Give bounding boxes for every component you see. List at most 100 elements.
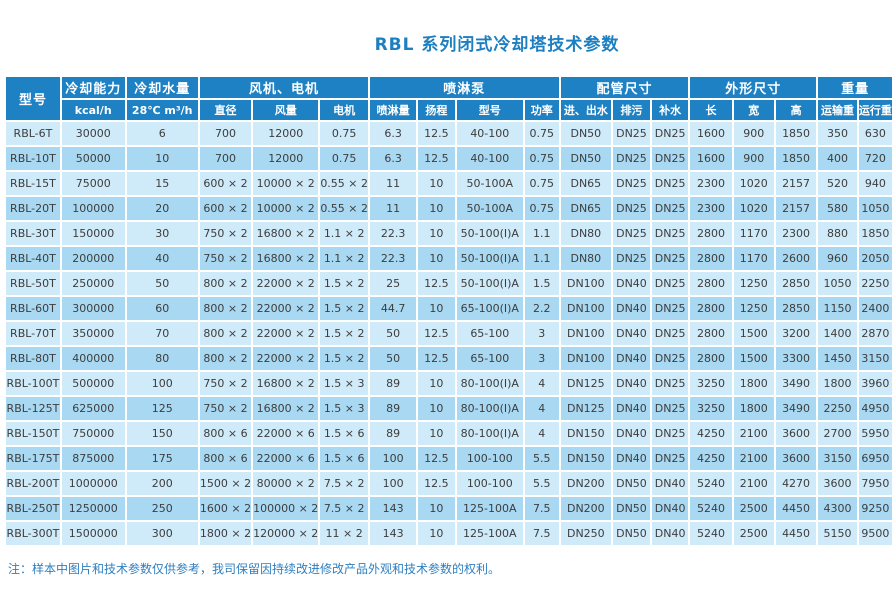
value-cell: 7.5 × 2 bbox=[320, 472, 369, 495]
value-cell: 1500 × 2 bbox=[199, 472, 252, 495]
value-cell: 1800 bbox=[733, 372, 774, 395]
column-unit-header: 进、出水 bbox=[560, 100, 612, 120]
value-cell: DN25 bbox=[651, 322, 689, 345]
column-unit-header: 高 bbox=[775, 100, 817, 120]
value-cell: 0.75 bbox=[525, 197, 559, 220]
value-cell: 4 bbox=[525, 372, 559, 395]
value-cell: 22000 × 2 bbox=[253, 272, 319, 295]
value-cell: 6 bbox=[126, 122, 198, 145]
value-cell: 12.5 bbox=[418, 147, 455, 170]
value-cell: DN40 bbox=[651, 497, 689, 520]
value-cell: 7.5 × 2 bbox=[320, 497, 369, 520]
value-cell: 10 bbox=[418, 222, 455, 245]
value-cell: 50 bbox=[370, 322, 417, 345]
column-unit-header: 28℃ m³/h bbox=[126, 100, 198, 120]
value-cell: DN40 bbox=[613, 272, 650, 295]
value-cell: DN40 bbox=[613, 347, 650, 370]
value-cell: DN25 bbox=[651, 122, 689, 145]
value-cell: 100 bbox=[126, 372, 198, 395]
value-cell: 1500 bbox=[733, 347, 774, 370]
value-cell: 5240 bbox=[690, 472, 732, 495]
value-cell: DN25 bbox=[613, 147, 650, 170]
value-cell: 3 bbox=[525, 347, 559, 370]
value-cell: 22000 × 6 bbox=[253, 422, 319, 445]
value-cell: 12.5 bbox=[418, 447, 455, 470]
value-cell: 9250 bbox=[858, 497, 892, 520]
value-cell: 80-100(I)A bbox=[456, 397, 524, 420]
value-cell: 1050 bbox=[858, 197, 892, 220]
value-cell: 120000 × 2 bbox=[253, 522, 319, 545]
value-cell: 143 bbox=[370, 522, 417, 545]
value-cell: DN100 bbox=[560, 347, 612, 370]
value-cell: 5240 bbox=[690, 522, 732, 545]
table-row: RBL-40T 200000 40 750 × 2 16800 × 2 1.1 × 2 22… bbox=[6, 247, 892, 270]
value-cell: 300 bbox=[126, 522, 198, 545]
value-cell: 600 × 2 bbox=[199, 197, 252, 220]
value-cell: 22000 × 2 bbox=[253, 322, 319, 345]
model-cell: RBL-40T bbox=[6, 247, 60, 270]
table-row: RBL-10T 50000 10 700 12000 0.75 6.3 12.5 40-100 0… bbox=[6, 147, 892, 170]
value-cell: 600 × 2 bbox=[199, 172, 252, 195]
column-unit-header: 扬程 bbox=[418, 100, 455, 120]
value-cell: 1250 bbox=[733, 272, 774, 295]
model-cell: RBL-125T bbox=[6, 397, 60, 420]
value-cell: 960 bbox=[818, 247, 857, 270]
value-cell: DN25 bbox=[651, 297, 689, 320]
value-cell: DN100 bbox=[560, 272, 612, 295]
value-cell: 2800 bbox=[690, 272, 732, 295]
value-cell: 1.5 × 6 bbox=[320, 447, 369, 470]
column-unit-header: 运输重 bbox=[818, 100, 857, 120]
table-row: RBL-150T 750000 150 800 × 6 22000 × 6 1.5 × 6… bbox=[6, 422, 892, 445]
value-cell: 22.3 bbox=[370, 247, 417, 270]
value-cell: 1600 × 2 bbox=[199, 497, 252, 520]
value-cell: DN40 bbox=[613, 422, 650, 445]
value-cell: DN25 bbox=[651, 422, 689, 445]
value-cell: 1850 bbox=[858, 222, 892, 245]
value-cell: DN100 bbox=[560, 297, 612, 320]
value-cell: 10 bbox=[418, 497, 455, 520]
value-cell: 125-100A bbox=[456, 522, 524, 545]
value-cell: 3250 bbox=[690, 397, 732, 420]
value-cell: 22000 × 2 bbox=[253, 297, 319, 320]
value-cell: 300000 bbox=[61, 297, 125, 320]
value-cell: 5.5 bbox=[525, 447, 559, 470]
value-cell: 2100 bbox=[733, 472, 774, 495]
value-cell: 2700 bbox=[818, 422, 857, 445]
value-cell: 1.1 × 2 bbox=[320, 222, 369, 245]
column-group-header: 冷却能力 bbox=[61, 77, 125, 98]
value-cell: 22000 × 2 bbox=[253, 347, 319, 370]
value-cell: 940 bbox=[858, 172, 892, 195]
value-cell: 10 bbox=[418, 397, 455, 420]
value-cell: 900 bbox=[733, 122, 774, 145]
value-cell: 7.5 bbox=[525, 497, 559, 520]
value-cell: 10 bbox=[418, 197, 455, 220]
value-cell: DN25 bbox=[651, 172, 689, 195]
value-cell: 625000 bbox=[61, 397, 125, 420]
value-cell: 2400 bbox=[858, 297, 892, 320]
value-cell: 720 bbox=[858, 147, 892, 170]
value-cell: 1020 bbox=[733, 197, 774, 220]
column-unit-header: 电机 bbox=[320, 100, 369, 120]
spec-table-body: RBL-6T 30000 6 700 12000 0.75 6.3 12.5 40-100 0.7… bbox=[6, 122, 892, 545]
value-cell: DN25 bbox=[651, 247, 689, 270]
value-cell: 12.5 bbox=[418, 347, 455, 370]
column-unit-header: 型号 bbox=[456, 100, 524, 120]
value-cell: 3600 bbox=[818, 472, 857, 495]
column-unit-header: 喷淋量 bbox=[370, 100, 417, 120]
value-cell: 2800 bbox=[690, 297, 732, 320]
value-cell: 16800 × 2 bbox=[253, 397, 319, 420]
value-cell: DN50 bbox=[613, 522, 650, 545]
value-cell: 2.2 bbox=[525, 297, 559, 320]
value-cell: 1.1 × 2 bbox=[320, 247, 369, 270]
value-cell: 100000 × 2 bbox=[253, 497, 319, 520]
value-cell: 800 × 2 bbox=[199, 297, 252, 320]
value-cell: DN25 bbox=[651, 372, 689, 395]
value-cell: DN25 bbox=[651, 397, 689, 420]
value-cell: 630 bbox=[858, 122, 892, 145]
value-cell: 1800 × 2 bbox=[199, 522, 252, 545]
value-cell: 3200 bbox=[775, 322, 817, 345]
value-cell: 400 bbox=[818, 147, 857, 170]
value-cell: 1850 bbox=[775, 122, 817, 145]
value-cell: DN25 bbox=[613, 122, 650, 145]
